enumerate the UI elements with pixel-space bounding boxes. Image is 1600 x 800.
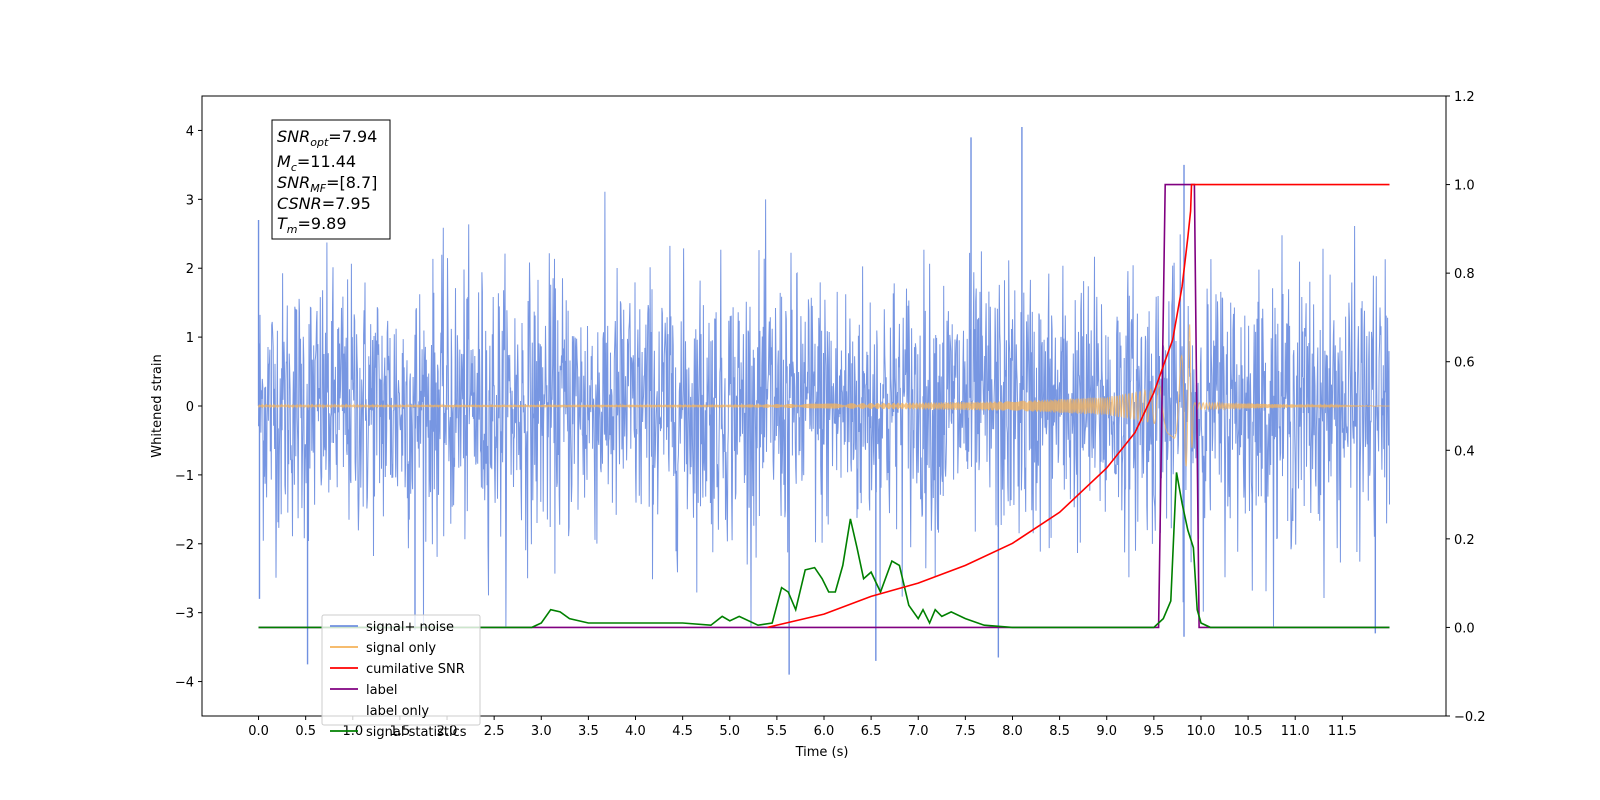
y2-tick-label: 0.0 <box>1454 621 1475 636</box>
mc-value: =11.44 <box>297 152 356 171</box>
y-tick-label: 4 <box>186 124 194 139</box>
y2-tick-label: 0.2 <box>1454 533 1475 548</box>
y-tick-label: −3 <box>175 607 194 622</box>
y-tick-label: 2 <box>186 262 194 277</box>
x-axis-ticks: 0.0 0.5 1.0 1.5 2.0 2.5 3.0 3.5 4.0 4.5 5.0 5.5 6.0 6… <box>248 716 1357 739</box>
x-tick-label: 7.0 <box>908 724 929 739</box>
x-tick-label: 11.5 <box>1328 724 1357 739</box>
signal-trace <box>258 324 1390 467</box>
x-tick-label: 1.5 <box>390 724 411 739</box>
y2-tick-label: 1.2 <box>1454 90 1475 105</box>
x-tick-label: 8.5 <box>1049 724 1070 739</box>
mc-symbol: M <box>277 152 291 171</box>
y2-tick-label: 0.4 <box>1454 444 1475 459</box>
y-tick-label: 3 <box>186 193 194 208</box>
y2-tick-label: −0.2 <box>1454 710 1486 725</box>
x-tick-label: 4.0 <box>625 724 646 739</box>
snr-mf-subscript: MF <box>310 182 326 195</box>
signal-only-series <box>258 324 1390 467</box>
x-tick-label: 10.5 <box>1234 724 1263 739</box>
x-tick-label: 7.5 <box>955 724 976 739</box>
legend-label: label <box>366 683 397 698</box>
x-tick-label: 8.0 <box>1002 724 1023 739</box>
annotation-box: SNRopt=7.94 Mc=11.44 SNRMF=[8.7] CSNR=7.… <box>271 119 391 240</box>
y-tick-label: 1 <box>186 331 194 346</box>
x-axis-label: Time (s) <box>795 745 849 760</box>
x-tick-label: 0.5 <box>295 724 316 739</box>
annotation-frame <box>271 119 391 240</box>
right-axis-series <box>258 183 1390 629</box>
x-tick-label: 11.0 <box>1281 724 1310 739</box>
x-tick-label: 2.0 <box>437 724 458 739</box>
cumilative-snr-line <box>767 183 1390 629</box>
x-tick-label: 3.0 <box>531 724 552 739</box>
y-tick-label: 0 <box>186 400 194 415</box>
x-tick-label: 4.5 <box>672 724 693 739</box>
x-tick-label: 5.5 <box>767 724 788 739</box>
snr-mf-symbol: SNR <box>277 173 310 192</box>
tm-subscript: m <box>287 223 298 236</box>
x-tick-label: 9.0 <box>1096 724 1117 739</box>
csnr-value: =7.95 <box>322 194 371 213</box>
tm-value: =9.89 <box>298 214 347 233</box>
x-tick-label: 3.5 <box>578 724 599 739</box>
legend-label: cumilative SNR <box>366 662 465 677</box>
signal-statistics-line <box>258 472 1390 629</box>
legend-label: signal only <box>366 641 436 656</box>
y2-tick-label: 0.6 <box>1454 356 1475 371</box>
snr-opt-symbol: SNR <box>277 127 310 146</box>
snr-opt-text: SNRopt=7.94 <box>277 127 377 149</box>
csnr-text: CSNR=7.95 <box>277 194 371 213</box>
y2-axis-ticks: −0.2 0.0 0.2 0.4 0.6 0.8 1.0 1.2 <box>1446 90 1486 725</box>
x-tick-label: 10.0 <box>1186 724 1215 739</box>
y-tick-label: −1 <box>175 469 194 484</box>
tm-symbol: T <box>277 214 288 233</box>
x-tick-label: 6.5 <box>861 724 882 739</box>
tm-text: Tm=9.89 <box>277 214 347 236</box>
y2-tick-label: 1.0 <box>1454 179 1475 194</box>
y-tick-label: −4 <box>175 676 194 691</box>
noise-trace <box>258 191 1390 627</box>
x-tick-label: 9.5 <box>1144 724 1165 739</box>
x-tick-label: 5.0 <box>719 724 740 739</box>
legend-label: label only <box>366 704 429 719</box>
y-axis-ticks: −4 −3 −2 −1 0 1 2 3 4 <box>175 124 202 691</box>
mc-subscript: c <box>291 161 297 174</box>
y-tick-label: −2 <box>175 538 194 553</box>
snr-opt-value: =7.94 <box>328 127 377 146</box>
x-tick-label: 6.0 <box>814 724 835 739</box>
snr-mf-value: =[8.7] <box>326 173 377 192</box>
x-tick-label: 2.5 <box>484 724 505 739</box>
x-tick-label: 0.0 <box>248 724 269 739</box>
csnr-symbol: CSNR <box>277 194 322 213</box>
mc-text: Mc=11.44 <box>277 152 356 174</box>
y2-tick-label: 0.8 <box>1454 267 1475 282</box>
legend-label: signal+ noise <box>366 620 454 635</box>
legend: signal+ noise signal only cumilative SNR la… <box>321 614 481 740</box>
snr-mf-text: SNRMF=[8.7] <box>277 173 377 195</box>
legend-label: signal statistics <box>366 725 467 740</box>
y-axis-label: Whitened strain <box>150 354 165 457</box>
signal-plus-noise-series <box>257 127 1390 675</box>
snr-opt-subscript: opt <box>310 136 329 149</box>
legend-frame <box>321 614 481 726</box>
